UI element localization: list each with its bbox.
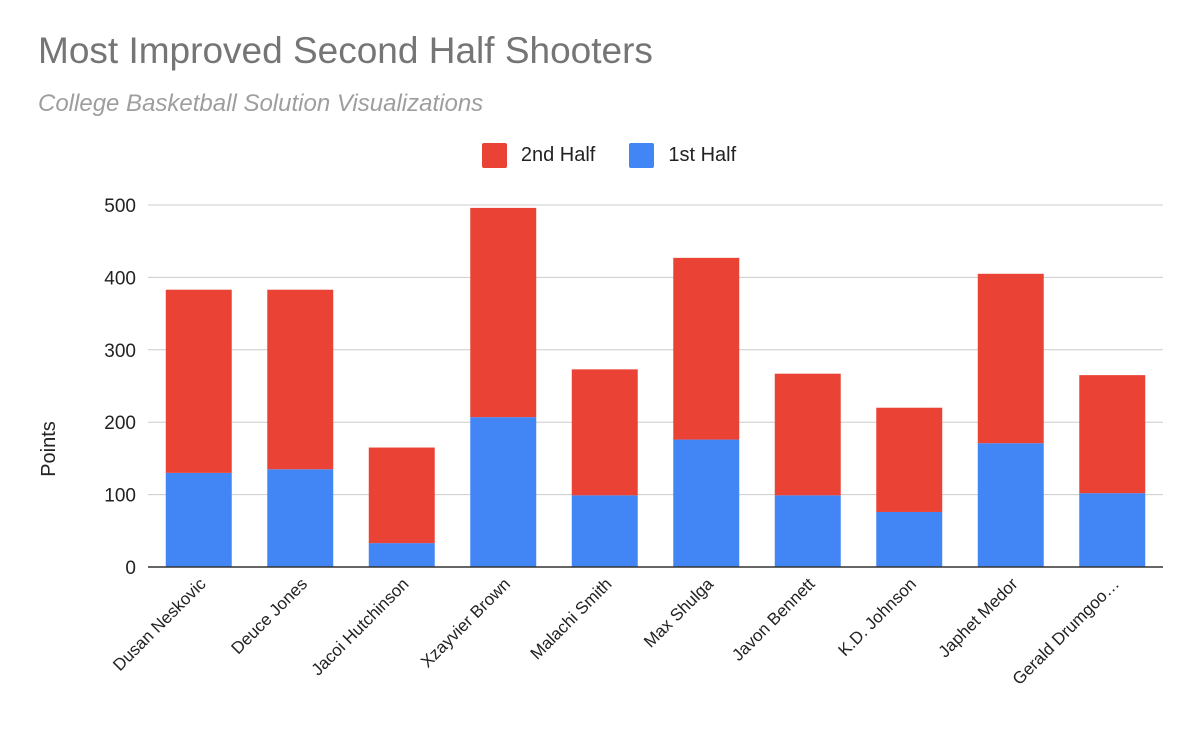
y-tick-label: 200 — [104, 413, 136, 434]
bar-2nd-half — [1079, 375, 1146, 494]
bar-2nd-half — [571, 369, 638, 496]
x-tick-label: Jacoi Hutchinson — [308, 574, 413, 679]
bar-1st-half — [977, 443, 1044, 567]
y-tick-label: 0 — [125, 558, 136, 579]
x-tick-label: Dusan Neskovic — [109, 574, 210, 675]
chart-subtitle: College Basketball Solution Visualizatio… — [38, 90, 484, 117]
chart-title: Most Improved Second Half Shooters — [38, 30, 653, 71]
bar-1st-half — [267, 469, 334, 567]
bar-2nd-half — [774, 373, 841, 496]
bar-1st-half — [1079, 493, 1146, 567]
bar-1st-half — [368, 543, 435, 567]
bar-1st-half — [774, 495, 841, 567]
bar-1st-half — [876, 511, 943, 567]
y-tick-label: 100 — [104, 486, 136, 507]
x-tick-label: Xzayvier Brown — [417, 574, 514, 671]
y-axis-ticks: 0 100 200 300 400 500 — [104, 196, 136, 579]
legend-label-1st-half: 1st Half — [668, 144, 737, 166]
legend-label-2nd-half: 2nd Half — [520, 144, 596, 166]
x-tick-label: Japhet Medor — [935, 574, 1022, 661]
x-tick-label: Max Shulga — [640, 574, 717, 651]
x-tick-label: Malachi Smith — [527, 574, 616, 663]
bar-2nd-half — [165, 289, 232, 473]
legend: 2nd Half 1st Half — [0, 143, 1200, 168]
x-tick-label: Javon Bennett — [728, 574, 818, 664]
legend-swatch-2nd-half — [481, 143, 507, 168]
bar-1st-half — [470, 417, 537, 567]
legend-swatch-1st-half — [629, 143, 655, 168]
bar-2nd-half — [673, 257, 740, 440]
y-tick-label: 300 — [104, 341, 136, 362]
bar-2nd-half — [368, 447, 435, 544]
bar-2nd-half — [267, 289, 334, 470]
bar-1st-half — [571, 495, 638, 567]
y-tick-label: 400 — [104, 268, 136, 289]
legend-item-2nd-half[interactable]: 2nd Half — [481, 143, 596, 168]
x-tick-label: Gerald Drumgoo… — [1009, 574, 1123, 688]
bar-1st-half — [673, 439, 740, 567]
bar-2nd-half — [470, 207, 537, 418]
x-tick-label: Deuce Jones — [227, 574, 311, 658]
x-tick-label: K.D. Johnson — [834, 574, 920, 660]
y-axis-label: Points — [38, 421, 60, 477]
bar-2nd-half — [876, 407, 943, 512]
y-tick-label: 500 — [104, 196, 136, 217]
bar-1st-half — [165, 472, 232, 567]
bars — [165, 207, 1146, 567]
legend-item-1st-half[interactable]: 1st Half — [629, 143, 736, 168]
bar-2nd-half — [977, 273, 1044, 444]
